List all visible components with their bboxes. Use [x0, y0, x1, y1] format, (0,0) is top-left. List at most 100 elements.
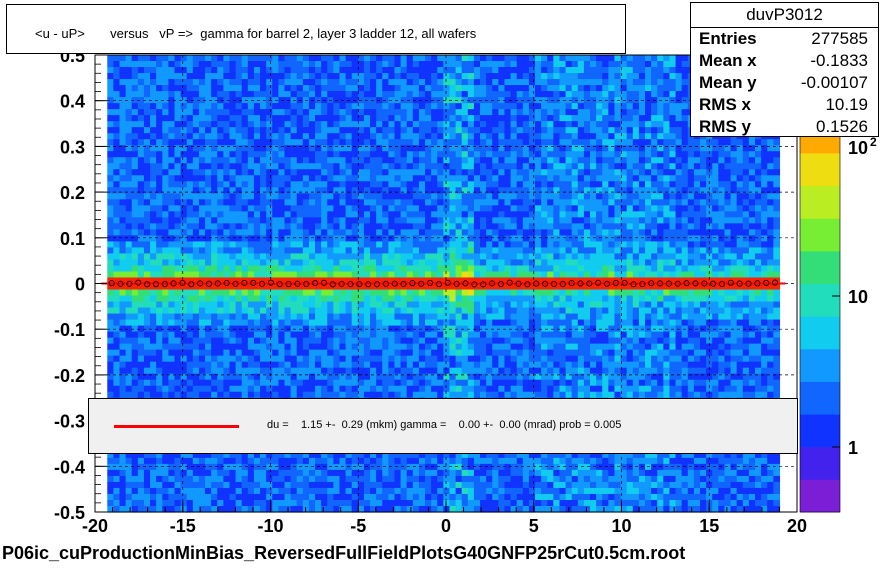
heatmap-cell	[473, 337, 481, 345]
heatmap-cell	[333, 379, 341, 387]
heatmap-cell	[119, 229, 127, 236]
heatmap-cell	[174, 493, 182, 501]
heatmap-cell	[412, 61, 420, 68]
heatmap-cell	[315, 259, 322, 267]
heatmap-cell	[211, 379, 218, 387]
heatmap-cell	[119, 193, 127, 200]
heatmap-cell	[431, 217, 438, 224]
heatmap-cell	[168, 379, 176, 387]
heatmap-cell	[388, 67, 396, 74]
heatmap-cell	[449, 139, 457, 146]
heatmap-cell	[186, 223, 194, 230]
heatmap-cell	[192, 127, 200, 134]
heatmap-cell	[473, 505, 481, 513]
heatmap-cell	[143, 175, 151, 182]
heatmap-cell	[253, 217, 261, 224]
heatmap-cell	[400, 139, 408, 146]
heatmap-cell	[186, 463, 194, 471]
heatmap-cell	[455, 79, 463, 86]
heatmap-cell	[107, 85, 114, 92]
heatmap-cell	[198, 337, 206, 345]
heatmap-cell	[467, 133, 475, 140]
heatmap-cell	[321, 481, 328, 489]
heatmap-cell	[125, 109, 133, 116]
heatmap-cell	[290, 61, 298, 68]
heatmap-cell	[260, 295, 267, 303]
heatmap-cell	[174, 247, 182, 255]
heatmap-cell	[107, 265, 114, 273]
heatmap-cell	[107, 121, 114, 128]
heatmap-cell	[253, 481, 261, 489]
heatmap-cell	[186, 301, 194, 309]
heatmap-cell	[217, 373, 224, 381]
heatmap-cell	[162, 211, 169, 218]
heatmap-cell	[382, 259, 389, 267]
heatmap-cell	[418, 451, 426, 459]
heatmap-cell	[345, 217, 353, 224]
heatmap-cell	[504, 205, 512, 212]
heatmap-cell	[253, 277, 261, 285]
heatmap-cell	[400, 289, 408, 297]
heatmap-cell	[223, 241, 231, 249]
heatmap-cell	[229, 469, 237, 477]
heatmap-cell	[192, 61, 200, 68]
heatmap-cell	[211, 103, 218, 110]
heatmap-cell	[235, 343, 243, 351]
heatmap-cell	[113, 361, 121, 369]
heatmap-cell	[327, 91, 334, 98]
heatmap-cell	[327, 355, 334, 363]
heatmap-cell	[284, 139, 292, 146]
heatmap-cell	[412, 457, 420, 465]
heatmap-cell	[504, 361, 512, 369]
heatmap-cell	[406, 229, 414, 236]
heatmap-cell	[229, 499, 237, 507]
heatmap-cell	[486, 391, 493, 399]
heatmap-cell	[363, 139, 371, 146]
heatmap-cell	[266, 187, 273, 194]
heatmap-cell	[266, 295, 273, 303]
heatmap-cell	[192, 289, 200, 297]
heatmap-cell	[504, 325, 512, 333]
heatmap-cell	[241, 85, 249, 92]
heatmap-cell	[370, 193, 377, 200]
heatmap-cell	[241, 271, 249, 279]
heatmap-cell	[168, 505, 176, 513]
heatmap-cell	[143, 343, 151, 351]
heatmap-cell	[437, 229, 444, 236]
heatmap-cell	[327, 289, 334, 297]
heatmap-cell	[180, 355, 188, 363]
heatmap-cell	[357, 199, 365, 206]
heatmap-cell	[150, 499, 157, 507]
heatmap-cell	[137, 205, 145, 212]
heatmap-cell	[217, 211, 224, 218]
heatmap-cell	[162, 145, 169, 152]
heatmap-cell	[131, 157, 139, 164]
heatmap-cell	[296, 235, 304, 243]
heatmap-cell	[473, 247, 481, 255]
heatmap-cell	[400, 103, 408, 110]
heatmap-cell	[211, 139, 218, 146]
heatmap-cell	[467, 307, 475, 315]
heatmap-cell	[425, 259, 432, 267]
heatmap-cell	[327, 229, 334, 236]
heatmap-cell	[247, 481, 255, 489]
heatmap-cell	[357, 115, 365, 122]
heatmap-cell	[308, 217, 316, 224]
heatmap-cell	[486, 133, 493, 140]
heatmap-cell	[217, 391, 224, 399]
heatmap-cell	[394, 187, 402, 194]
heatmap-cell	[266, 319, 273, 327]
heatmap-cell	[143, 361, 151, 369]
heatmap-cell	[198, 103, 206, 110]
heatmap-cell	[431, 289, 438, 297]
heatmap-cell	[480, 493, 487, 501]
heatmap-cell	[467, 283, 475, 291]
heatmap-cell	[302, 175, 310, 182]
heatmap-cell	[186, 313, 194, 321]
heatmap-cell	[137, 121, 145, 128]
heatmap-cell	[180, 79, 188, 86]
heatmap-cell	[180, 487, 188, 495]
heatmap-cell	[333, 487, 341, 495]
heatmap-cell	[180, 451, 188, 459]
heatmap-cell	[321, 121, 328, 128]
